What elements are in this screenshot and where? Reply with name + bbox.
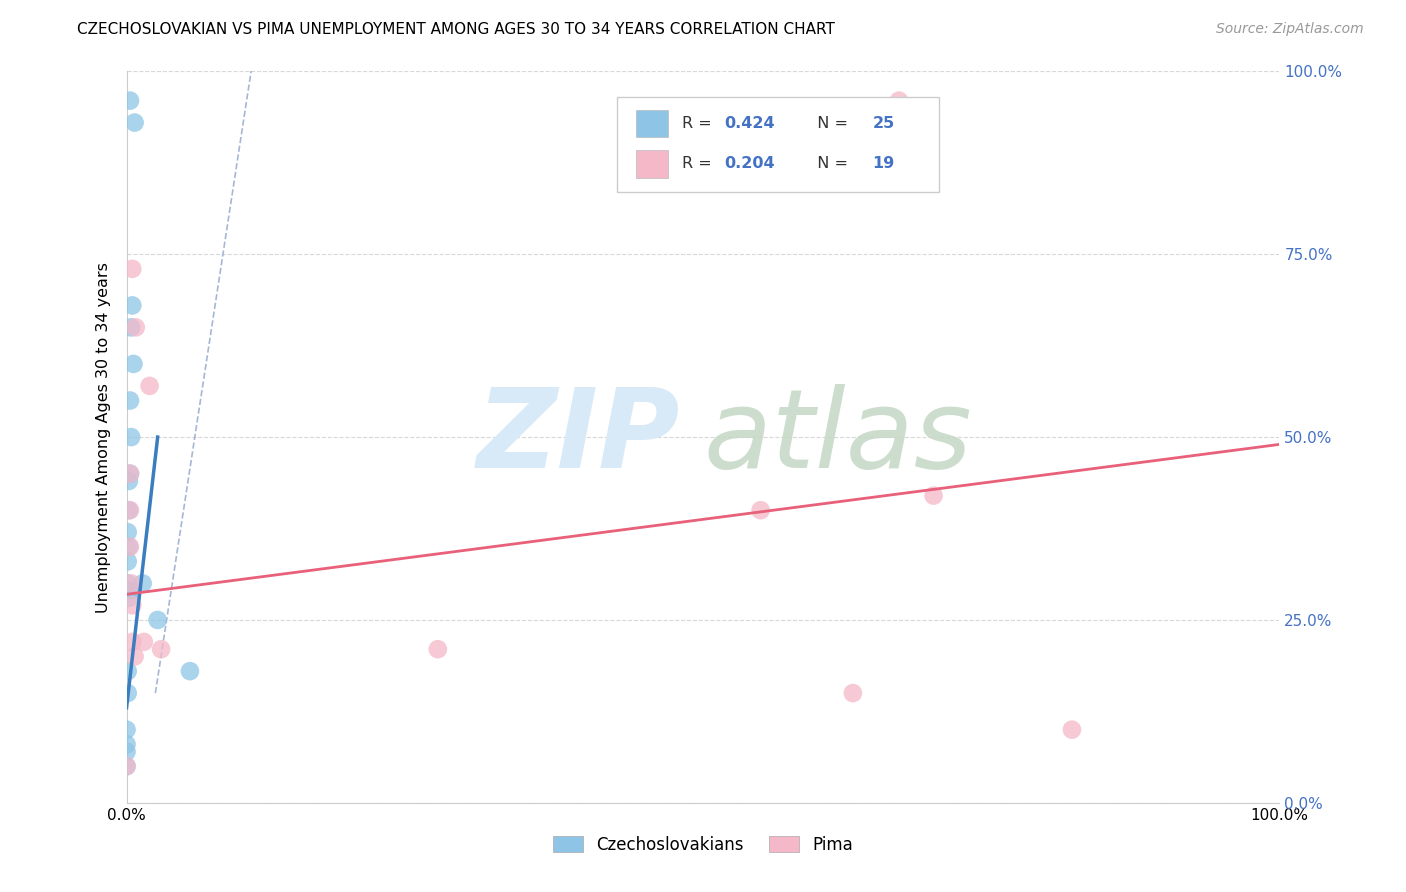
Point bbox=[121, 261, 143, 276]
Point bbox=[117, 525, 139, 540]
Text: R =: R = bbox=[682, 156, 717, 171]
Point bbox=[118, 591, 141, 605]
Point bbox=[117, 664, 139, 678]
Point bbox=[120, 320, 142, 334]
Point bbox=[118, 503, 141, 517]
Point bbox=[120, 430, 142, 444]
Point bbox=[118, 94, 141, 108]
Text: N =: N = bbox=[807, 156, 853, 171]
Text: CZECHOSLOVAKIAN VS PIMA UNEMPLOYMENT AMONG AGES 30 TO 34 YEARS CORRELATION CHART: CZECHOSLOVAKIAN VS PIMA UNEMPLOYMENT AMO… bbox=[77, 22, 835, 37]
Point bbox=[131, 576, 153, 591]
Point bbox=[150, 642, 173, 657]
Point bbox=[124, 115, 146, 129]
Point bbox=[118, 474, 141, 488]
Point bbox=[115, 745, 138, 759]
Point bbox=[117, 576, 139, 591]
Legend: Czechoslovakians, Pima: Czechoslovakians, Pima bbox=[547, 829, 859, 860]
Point bbox=[121, 298, 143, 312]
Y-axis label: Unemployment Among Ages 30 to 34 years: Unemployment Among Ages 30 to 34 years bbox=[96, 261, 111, 613]
Text: atlas: atlas bbox=[703, 384, 972, 491]
Text: N =: N = bbox=[807, 116, 853, 131]
Point bbox=[118, 583, 141, 598]
Text: R =: R = bbox=[682, 116, 717, 131]
Point bbox=[115, 723, 138, 737]
Text: 19: 19 bbox=[873, 156, 894, 171]
Point bbox=[117, 554, 139, 568]
Point bbox=[115, 759, 138, 773]
Point bbox=[118, 467, 141, 481]
Bar bbox=[636, 150, 668, 178]
Point bbox=[426, 642, 449, 657]
Point bbox=[842, 686, 865, 700]
Text: 0.424: 0.424 bbox=[724, 116, 775, 131]
Point bbox=[118, 540, 141, 554]
Point bbox=[749, 503, 772, 517]
Point bbox=[115, 759, 138, 773]
Text: 0.204: 0.204 bbox=[724, 156, 775, 171]
Point bbox=[125, 320, 148, 334]
Point bbox=[118, 467, 141, 481]
Text: Source: ZipAtlas.com: Source: ZipAtlas.com bbox=[1216, 22, 1364, 37]
Point bbox=[179, 664, 201, 678]
Text: 25: 25 bbox=[873, 116, 894, 131]
Point bbox=[146, 613, 169, 627]
Text: ZIP: ZIP bbox=[477, 384, 681, 491]
Point bbox=[118, 540, 141, 554]
Point bbox=[132, 635, 155, 649]
Point bbox=[118, 393, 141, 408]
FancyBboxPatch shape bbox=[617, 97, 939, 192]
Point bbox=[117, 686, 139, 700]
Point bbox=[922, 489, 945, 503]
Point bbox=[120, 576, 142, 591]
Point bbox=[118, 503, 141, 517]
Point bbox=[138, 379, 160, 393]
Point bbox=[1060, 723, 1083, 737]
Point bbox=[887, 94, 910, 108]
Point bbox=[121, 599, 143, 613]
Point bbox=[121, 635, 143, 649]
Bar bbox=[636, 110, 668, 137]
Point bbox=[115, 737, 138, 751]
Point bbox=[122, 357, 145, 371]
Point bbox=[124, 649, 146, 664]
